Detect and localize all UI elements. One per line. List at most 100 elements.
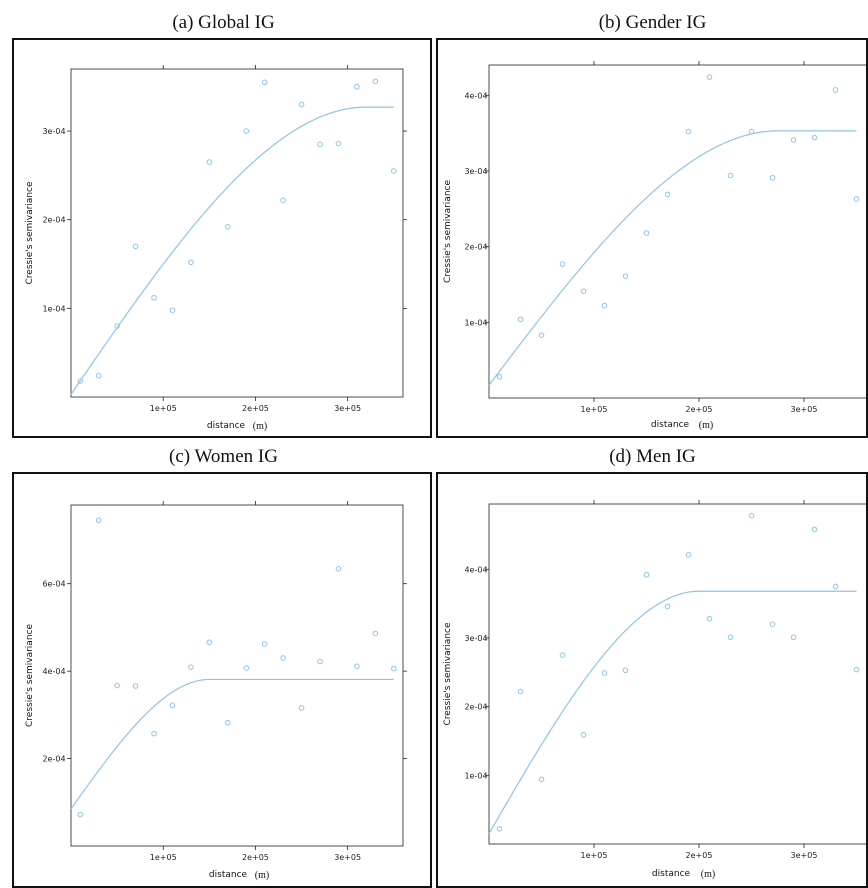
data-point bbox=[727, 172, 734, 179]
panel-c-svg: 1e+05 2e+05 3e+05 2e-04 4e-04 6e-04 distance (m… bbox=[25, 501, 407, 881]
panel-d-title: (d) Men IG bbox=[609, 446, 696, 467]
y-tick-label: 4e-04 bbox=[42, 667, 65, 676]
y-tick-label: 2e-04 bbox=[42, 216, 65, 225]
data-point bbox=[496, 826, 503, 832]
x-tick-label: 2e+05 bbox=[242, 853, 269, 862]
data-point bbox=[372, 630, 379, 637]
y-axis-label: Cressie's semivariance bbox=[25, 181, 35, 284]
data-point bbox=[354, 663, 360, 670]
data-point bbox=[769, 174, 776, 181]
data-point bbox=[748, 512, 755, 519]
data-point bbox=[188, 259, 194, 266]
x-axis-label: distance bbox=[209, 870, 248, 880]
data-point bbox=[335, 566, 342, 572]
data-point bbox=[169, 307, 176, 313]
x-tick-label: 3e+05 bbox=[791, 405, 818, 414]
data-point bbox=[790, 634, 797, 641]
data-point bbox=[317, 141, 323, 148]
x-tick-label: 1e+05 bbox=[150, 853, 177, 862]
data-point bbox=[132, 243, 139, 250]
data-point bbox=[95, 372, 102, 379]
data-point bbox=[151, 730, 157, 737]
y-tick-label: 3e-04 bbox=[464, 167, 487, 176]
data-point bbox=[496, 374, 503, 380]
y-tick-label: 6e-04 bbox=[42, 580, 65, 589]
data-point bbox=[77, 811, 84, 818]
panel-d-svg: 1e+05 2e+05 3e+05 1e-04 2e-04 3e-04 4e-04 dista… bbox=[443, 500, 866, 880]
data-point bbox=[790, 137, 797, 143]
y-tick-label: 1e-04 bbox=[42, 304, 65, 313]
data-point bbox=[664, 603, 671, 610]
data-point bbox=[538, 776, 545, 783]
panel-a-svg: 1e+05 2e+05 3e+05 1e-04 2e-04 3e-04 distance (m… bbox=[25, 65, 407, 432]
data-point bbox=[390, 168, 397, 174]
data-point bbox=[706, 74, 713, 80]
data-point bbox=[188, 664, 194, 670]
plot-frame bbox=[70, 68, 404, 398]
data-point bbox=[243, 128, 250, 134]
panel-b-svg: 1e+05 2e+05 3e+05 1e-04 2e-04 3e-04 4e-04 dista… bbox=[443, 61, 866, 431]
data-point bbox=[853, 666, 860, 673]
data-point bbox=[811, 134, 818, 141]
data-point bbox=[114, 323, 120, 329]
model-curve bbox=[70, 678, 394, 810]
panel-d: 1e+05 2e+05 3e+05 1e-04 2e-04 3e-04 4e-04 dista… bbox=[436, 472, 868, 888]
data-point bbox=[601, 302, 608, 309]
model-curve bbox=[70, 106, 394, 395]
data-point bbox=[335, 140, 342, 147]
data-point bbox=[354, 83, 360, 90]
data-point bbox=[390, 665, 397, 672]
x-tick-label: 2e+05 bbox=[686, 851, 713, 860]
data-point bbox=[853, 196, 860, 202]
data-point bbox=[769, 621, 776, 628]
data-point bbox=[206, 639, 213, 646]
data-point bbox=[622, 667, 629, 674]
data-point bbox=[559, 261, 566, 267]
y-tick-label: 2e-04 bbox=[464, 703, 487, 712]
y-tick-label: 2e-04 bbox=[42, 755, 65, 764]
data-point bbox=[685, 552, 692, 558]
x-axis-unit: (m) bbox=[701, 869, 715, 880]
y-axis-label: Cressie's semivariance bbox=[443, 622, 453, 725]
plot-frame bbox=[488, 64, 866, 399]
data-point bbox=[298, 705, 305, 711]
plot-frame bbox=[70, 504, 404, 847]
x-tick-label: 3e+05 bbox=[334, 853, 361, 862]
data-point bbox=[685, 128, 692, 135]
data-point bbox=[727, 634, 734, 641]
x-axis-label: distance bbox=[652, 869, 691, 879]
x-axis-unit: (m) bbox=[255, 870, 269, 881]
y-tick-label: 4e-04 bbox=[464, 565, 487, 574]
panel-b-title: (b) Gender IG bbox=[598, 12, 707, 33]
data-point bbox=[132, 683, 139, 689]
data-point bbox=[601, 670, 608, 676]
x-axis-label: distance bbox=[651, 420, 690, 430]
data-point bbox=[224, 719, 231, 726]
y-axis-label: Cressie's semivariance bbox=[25, 624, 35, 727]
data-point bbox=[643, 571, 650, 578]
y-tick-label: 3e-04 bbox=[42, 127, 65, 136]
data-point bbox=[169, 702, 176, 709]
plot-frame bbox=[488, 503, 866, 845]
x-tick-label: 2e+05 bbox=[242, 404, 269, 413]
data-point bbox=[224, 223, 231, 230]
x-axis-label: distance bbox=[207, 421, 246, 431]
y-tick-label: 4e-04 bbox=[464, 91, 487, 100]
x-tick-label: 2e+05 bbox=[686, 405, 713, 414]
data-point bbox=[298, 101, 305, 108]
x-tick-label: 1e+05 bbox=[581, 405, 608, 414]
data-point bbox=[832, 583, 839, 590]
data-point bbox=[517, 316, 524, 323]
x-axis-unit: (m) bbox=[253, 421, 267, 432]
y-tick-label: 1e-04 bbox=[464, 318, 487, 327]
data-point bbox=[538, 332, 545, 338]
data-point bbox=[580, 288, 587, 295]
data-point bbox=[622, 273, 629, 279]
x-tick-label: 3e+05 bbox=[791, 851, 818, 860]
x-tick-label: 3e+05 bbox=[334, 404, 361, 413]
data-point bbox=[114, 682, 120, 689]
data-point bbox=[77, 378, 84, 384]
panel-c-title: (c) Women IG bbox=[169, 446, 278, 467]
data-point bbox=[559, 652, 566, 658]
y-tick-label: 2e-04 bbox=[464, 243, 487, 252]
